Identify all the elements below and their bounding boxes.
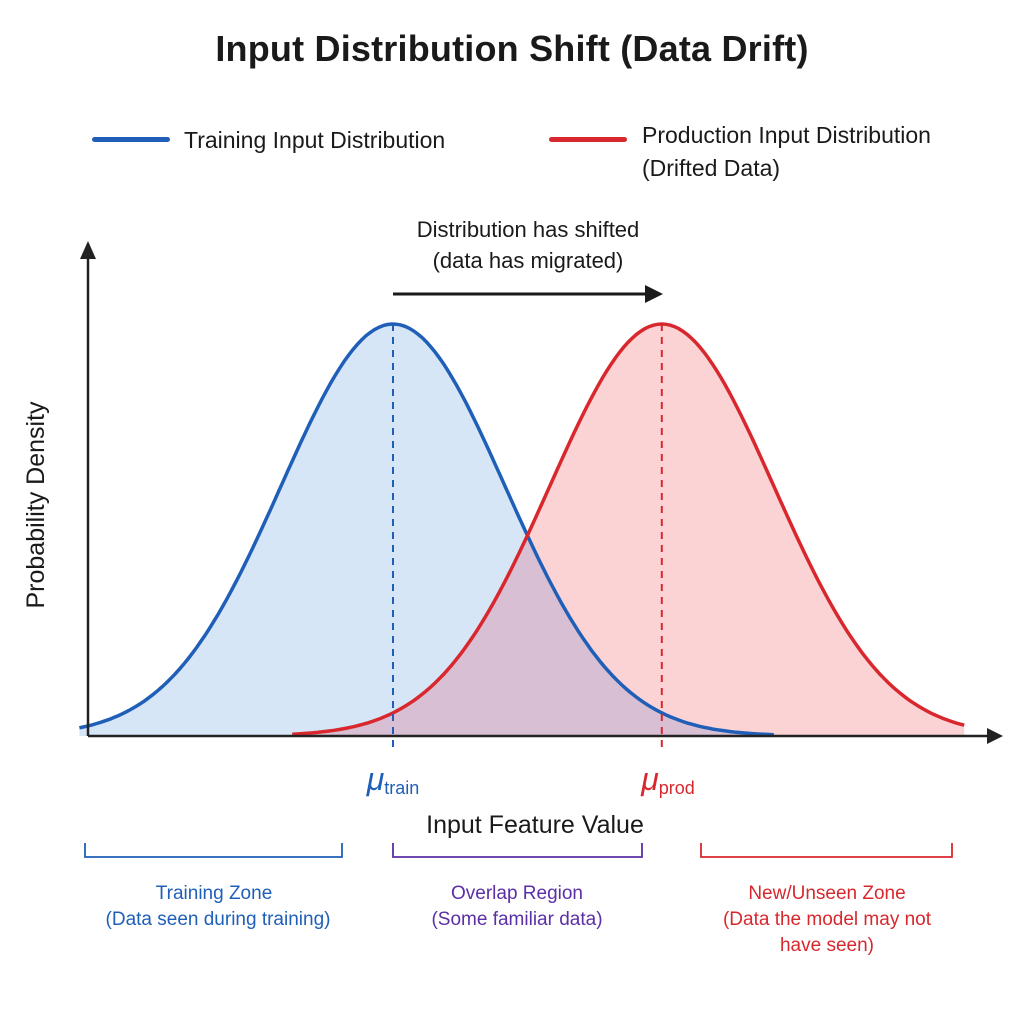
training-zone-desc: (Data seen during training): [106, 909, 331, 930]
prod-mean-label: μprod: [640, 761, 695, 798]
shift-annotation-line2: (data has migrated): [433, 248, 624, 273]
training-zone-bracket: [84, 843, 343, 858]
y-axis-label: Probability Density: [22, 401, 50, 609]
unseen-zone-desc-line1: (Data the model may not: [723, 909, 932, 930]
train-mean-symbol: μ: [366, 761, 385, 797]
legend-training-swatch: [92, 137, 170, 142]
production-distribution-curve: [292, 322, 965, 736]
legend-production-sublabel: (Drifted Data): [642, 155, 781, 181]
unseen-zone-desc-line2: have seen): [780, 935, 874, 956]
x-axis-label: Input Feature Value: [426, 811, 644, 839]
shift-arrow-icon: [645, 285, 663, 303]
train-mean-subscript: train: [384, 778, 419, 798]
training-distribution-area: [79, 324, 774, 736]
shift-annotation-line1: Distribution has shifted: [417, 217, 640, 242]
x-axis-arrow-icon: [987, 728, 1003, 744]
y-axis-arrow-icon: [80, 241, 96, 259]
legend-training-label: Training Input Distribution: [184, 127, 446, 153]
overlap-zone-bracket: [392, 843, 643, 858]
chart-title: Input Distribution Shift (Data Drift): [215, 28, 809, 69]
legend-production-label: Production Input Distribution: [642, 122, 931, 148]
train-mean-label: μtrain: [366, 761, 420, 798]
training-zone-title: Training Zone: [156, 883, 273, 904]
prod-mean-subscript: prod: [659, 778, 695, 798]
overlap-zone-desc: (Some familiar data): [431, 909, 602, 930]
unseen-zone-title: New/Unseen Zone: [748, 883, 905, 904]
unseen-zone-bracket: [700, 843, 953, 858]
overlap-zone-title: Overlap Region: [451, 883, 583, 904]
legend-production-swatch: [549, 137, 627, 142]
production-distribution-area: [292, 324, 965, 736]
training-distribution-curve: [79, 322, 774, 737]
prod-mean-symbol: μ: [640, 761, 659, 797]
